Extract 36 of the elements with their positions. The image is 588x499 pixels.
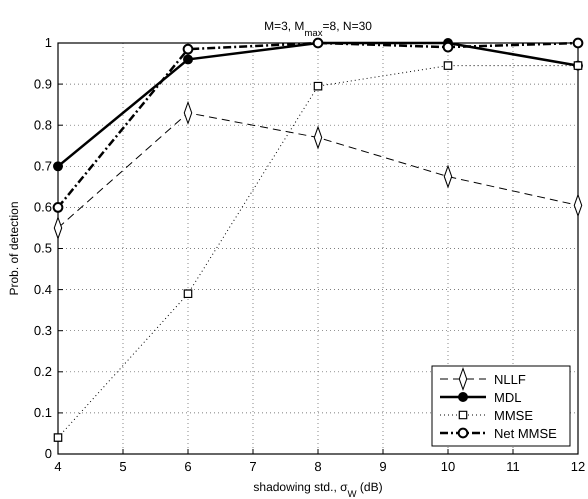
chart-title: M=3, M$_{max}$=8, N=30	[264, 19, 372, 38]
y-tick-label: 0.8	[34, 117, 52, 132]
point	[54, 433, 62, 442]
x-tick-label: 10	[440, 459, 456, 474]
x-tick-label: 7	[249, 459, 257, 474]
point	[52, 202, 64, 213]
point	[183, 54, 193, 64]
x-axis-title: shadowing std., σ$_{W}$ (dB)	[253, 480, 383, 499]
x-tick-label: 9	[379, 459, 387, 474]
y-tick-label: 0.2	[34, 364, 52, 379]
y-tick-label: 0.5	[34, 240, 52, 256]
y-tick-label: 0.4	[34, 282, 52, 297]
x-tick-label: 5	[119, 459, 127, 474]
y-tick-label: 0.7	[34, 158, 52, 174]
point	[184, 289, 192, 298]
x-tick-label: 11	[506, 459, 520, 474]
y-tick-label: 0.3	[34, 322, 52, 338]
y-tick-label: 1	[44, 35, 52, 50]
x-tick-label: 8	[314, 459, 322, 474]
point	[572, 38, 584, 48]
point	[444, 61, 452, 70]
legend-label: MDL	[494, 390, 522, 405]
y-tick-label: 0.1	[34, 405, 52, 420]
x-tick-label: 12	[570, 459, 586, 474]
point	[182, 44, 194, 55]
x-tick-label: 4	[54, 459, 62, 474]
y-tick-label: 0.9	[34, 76, 52, 92]
point	[53, 161, 63, 172]
y-axis-title: Prob. of detection	[7, 201, 21, 296]
point	[314, 82, 322, 90]
y-tick-label: 0.6	[34, 200, 52, 215]
y-tick-label: 0	[44, 446, 52, 462]
legend-label: Net MMSE	[494, 426, 558, 441]
x-tick-label: 6	[184, 459, 192, 474]
legend-label: NLLF	[494, 372, 526, 387]
legend-label: MMSE	[494, 408, 534, 423]
